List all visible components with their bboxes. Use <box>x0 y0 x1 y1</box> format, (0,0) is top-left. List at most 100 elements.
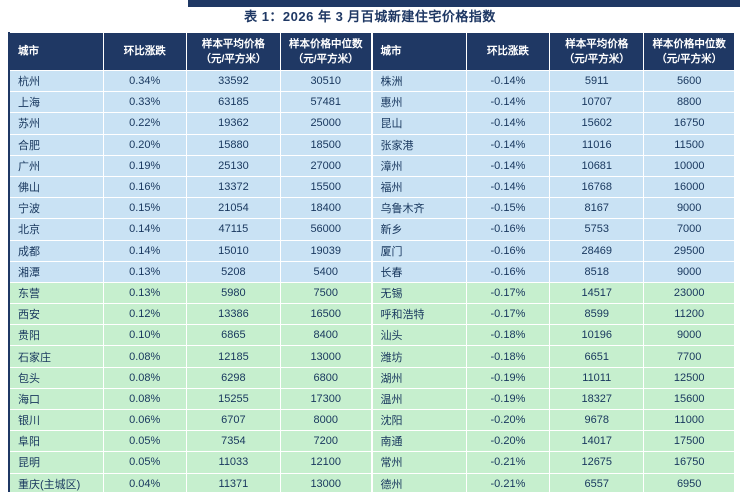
change-cell: 0.05% <box>102 451 187 474</box>
change-cell: -0.16% <box>465 218 551 241</box>
city-cell: 阜阳 <box>8 430 104 453</box>
city-cell: 成都 <box>8 239 104 262</box>
change-cell: -0.19% <box>465 366 551 389</box>
change-cell: 0.20% <box>102 133 187 156</box>
change-cell: -0.17% <box>465 303 551 326</box>
table-row: 广州 0.19% 25130 27000 <box>8 154 372 177</box>
avg-price-cell: 15880 <box>185 133 281 156</box>
table-row: 贵阳 0.10% 6865 8400 <box>8 324 372 347</box>
city-cell: 广州 <box>8 154 104 177</box>
change-cell: -0.14% <box>465 133 551 156</box>
median-price-cell: 8400 <box>279 324 372 347</box>
table-row: 石家庄 0.08% 12185 13000 <box>8 345 372 368</box>
avg-price-cell: 10681 <box>549 154 645 177</box>
table-row: 阜阳 0.05% 7354 7200 <box>8 430 372 453</box>
city-cell: 杭州 <box>8 69 104 93</box>
table-row: 宁波 0.15% 21054 18400 <box>8 197 372 220</box>
city-cell: 西安 <box>8 303 104 326</box>
avg-price-cell: 6865 <box>185 324 281 347</box>
avg-price-cell: 28469 <box>549 239 645 262</box>
median-price-cell: 11200 <box>643 303 735 326</box>
table-row: 乌鲁木齐 -0.15% 8167 9000 <box>371 197 735 220</box>
table-row: 长春 -0.16% 8518 9000 <box>371 260 735 283</box>
avg-price-cell: 12675 <box>549 451 645 474</box>
median-price-cell: 9000 <box>643 197 735 220</box>
avg-price-cell: 5980 <box>185 281 281 305</box>
median-price-cell: 12500 <box>643 366 735 389</box>
change-cell: -0.19% <box>465 387 551 411</box>
median-price-cell: 29500 <box>643 239 735 262</box>
table-title: 表 1：2026 年 3 月百城新建住宅价格指数 <box>244 9 496 24</box>
avg-price-cell: 15010 <box>185 239 281 262</box>
change-cell: 0.14% <box>102 218 187 241</box>
city-cell: 温州 <box>371 387 467 411</box>
table-row: 北京 0.14% 47115 56000 <box>8 218 372 241</box>
city-cell: 贵阳 <box>8 324 104 347</box>
median-price-cell: 30510 <box>279 69 372 93</box>
avg-price-cell: 8518 <box>549 260 645 283</box>
avg-price-cell: 11033 <box>185 451 281 474</box>
median-price-cell: 56000 <box>279 218 372 241</box>
median-price-cell: 7700 <box>643 345 735 368</box>
avg-price-cell: 11011 <box>549 366 645 389</box>
table-row: 合肥 0.20% 15880 18500 <box>8 133 372 156</box>
table-row: 海口 0.08% 15255 17300 <box>8 387 372 411</box>
change-cell: 0.08% <box>102 366 187 389</box>
table-row: 湘潭 0.13% 5208 5400 <box>8 260 372 283</box>
city-cell: 乌鲁木齐 <box>371 197 467 220</box>
city-cell: 惠州 <box>371 91 467 114</box>
column-header-2: 样本平均价格 （元/平方米） <box>549 32 645 71</box>
change-cell: -0.18% <box>465 345 551 368</box>
city-cell: 南通 <box>371 430 467 453</box>
change-cell: 0.15% <box>102 197 187 220</box>
avg-price-cell: 11371 <box>185 472 281 492</box>
change-cell: 0.34% <box>102 69 187 93</box>
city-cell: 苏州 <box>8 112 104 135</box>
city-cell: 湘潭 <box>8 260 104 283</box>
avg-price-cell: 9678 <box>549 408 645 432</box>
city-cell: 东营 <box>8 281 104 305</box>
change-cell: -0.15% <box>465 197 551 220</box>
avg-price-cell: 10707 <box>549 91 645 114</box>
avg-price-cell: 7354 <box>185 430 281 453</box>
median-price-cell: 5400 <box>279 260 372 283</box>
change-cell: -0.14% <box>465 154 551 177</box>
median-price-cell: 7200 <box>279 430 372 453</box>
avg-price-cell: 33592 <box>185 69 281 93</box>
avg-price-cell: 13372 <box>185 175 281 199</box>
header-row: 城市 环比涨跌 样本平均价格 （元/平方米） 样本价格中位数 （元/平方米） <box>8 32 372 71</box>
median-price-cell: 8000 <box>279 408 372 432</box>
avg-price-cell: 15255 <box>185 387 281 411</box>
city-cell: 株洲 <box>371 69 467 93</box>
median-price-cell: 18500 <box>279 133 372 156</box>
avg-price-cell: 16768 <box>549 175 645 199</box>
table-row: 重庆(主城区) 0.04% 11371 13000 <box>8 472 372 492</box>
table-row: 湖州 -0.19% 11011 12500 <box>371 366 735 389</box>
avg-price-cell: 13386 <box>185 303 281 326</box>
median-price-cell: 17300 <box>279 387 372 411</box>
change-cell: 0.22% <box>102 112 187 135</box>
top-bar <box>188 0 740 7</box>
median-price-cell: 11000 <box>643 408 735 432</box>
city-cell: 重庆(主城区) <box>8 472 104 492</box>
avg-price-cell: 18327 <box>549 387 645 411</box>
change-cell: 0.13% <box>102 260 187 283</box>
avg-price-cell: 25130 <box>185 154 281 177</box>
table-row: 西安 0.12% 13386 16500 <box>8 303 372 326</box>
median-price-cell: 7000 <box>643 218 735 241</box>
city-cell: 呼和浩特 <box>371 303 467 326</box>
avg-price-cell: 5208 <box>185 260 281 283</box>
table-row: 佛山 0.16% 13372 15500 <box>8 175 372 199</box>
table-row: 株洲 -0.14% 5911 5600 <box>371 69 735 93</box>
city-cell: 海口 <box>8 387 104 411</box>
city-cell: 潍坊 <box>371 345 467 368</box>
change-cell: 0.16% <box>102 175 187 199</box>
median-price-cell: 9000 <box>643 324 735 347</box>
median-price-cell: 6950 <box>643 472 735 492</box>
table-row: 沈阳 -0.20% 9678 11000 <box>371 408 735 432</box>
avg-price-cell: 8167 <box>549 197 645 220</box>
avg-price-cell: 63185 <box>185 91 281 114</box>
change-cell: 0.04% <box>102 472 187 492</box>
change-cell: -0.20% <box>465 408 551 432</box>
city-cell: 昆山 <box>371 112 467 135</box>
